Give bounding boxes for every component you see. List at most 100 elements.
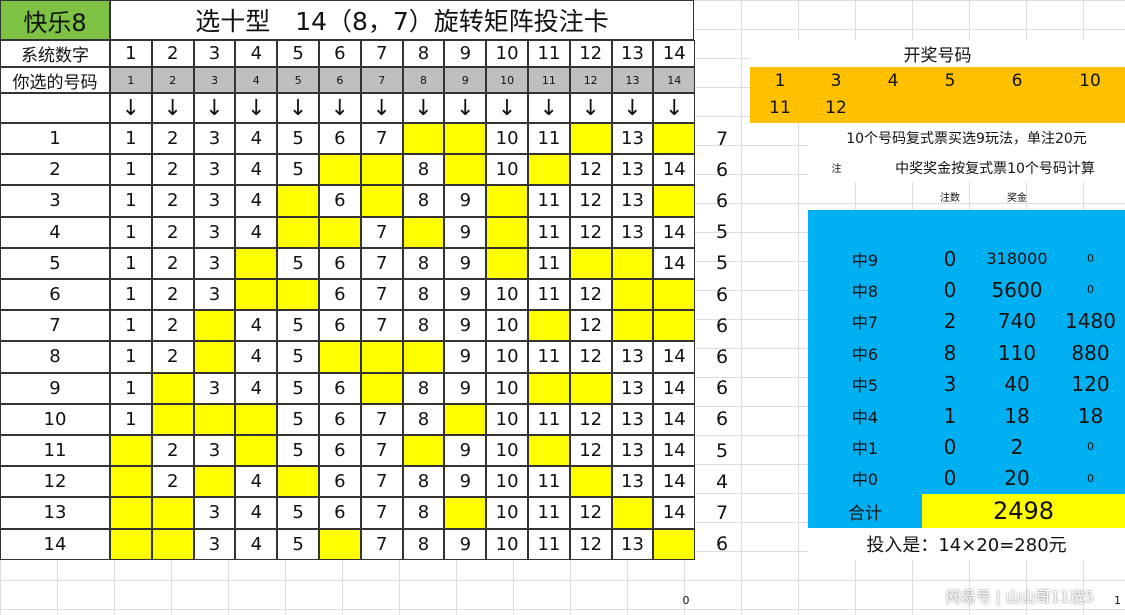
highlight-cell [528, 435, 570, 467]
prize-total: 1480 [1065, 309, 1116, 334]
chosen-number: 11 [528, 67, 570, 93]
matrix-cell: 13 [611, 435, 654, 467]
prize-total: 0 [1087, 471, 1094, 485]
investment-text: 投入是：14×20=280元 [808, 528, 1125, 560]
matrix-cell: 3 [193, 216, 236, 248]
row-number: 3 [0, 185, 110, 217]
row-number: 5 [0, 247, 110, 279]
highlight-cell [444, 497, 487, 529]
highlight-cell [653, 279, 696, 311]
highlight-cell [444, 403, 487, 435]
matrix-cell: 5 [277, 310, 319, 342]
row-number: 1 [0, 123, 110, 155]
down-arrow-icon: ↓ [110, 93, 152, 123]
matrix-cell: 14 [653, 466, 696, 498]
prize-count: 0 [943, 277, 957, 302]
matrix-cell: 14 [653, 216, 696, 248]
matrix-cell: 2 [151, 216, 194, 248]
prize-level: 中1 [851, 438, 879, 458]
highlight-cell [319, 341, 361, 373]
prize-total: 880 [1071, 340, 1110, 365]
arrow-row-label [0, 93, 110, 123]
matrix-cell: 5 [277, 403, 319, 435]
system-digit: 11 [528, 40, 570, 67]
matrix-cell: 6 [319, 310, 361, 342]
highlight-cell [653, 310, 696, 342]
matrix-cell: 14 [653, 247, 696, 279]
matrix-cell: 4 [235, 497, 278, 529]
matrix-cell: 14 [653, 497, 696, 529]
prize-header: 奖金 [1007, 192, 1027, 204]
matrix-cell: 4 [235, 466, 278, 498]
matrix-cell: 4 [235, 185, 278, 217]
draw-title: 开奖号码 [750, 40, 1125, 67]
chosen-number: 2 [151, 67, 194, 93]
matrix-cell: 10 [486, 341, 528, 373]
hit-count: 7 [715, 127, 729, 150]
highlight-cell [611, 310, 654, 342]
draw-number: 5 [944, 70, 956, 91]
matrix-cell: 1 [110, 185, 152, 217]
draw-number: 4 [887, 70, 899, 91]
matrix-cell: 5 [277, 497, 319, 529]
prize-note: 中奖奖金按复式票10个号码计算 [865, 153, 1125, 182]
matrix-cell: 12 [569, 310, 612, 342]
chosen-number: 9 [444, 67, 487, 93]
highlight-cell [319, 528, 361, 560]
logo-cell: 快乐8 [0, 0, 110, 40]
row-number: 2 [0, 154, 110, 186]
matrix-cell: 11 [528, 123, 570, 155]
matrix-cell: 4 [235, 216, 278, 248]
highlight-cell [193, 310, 236, 342]
matrix-cell: 12 [569, 528, 612, 560]
page-number-right: 1 [1114, 593, 1121, 607]
highlight-cell [486, 216, 528, 248]
highlight-cell [360, 372, 403, 404]
matrix-cell: 9 [444, 185, 487, 217]
down-arrow-icon: ↓ [193, 93, 236, 123]
highlight-cell [611, 497, 654, 529]
matrix-cell: 12 [569, 216, 612, 248]
row-number: 9 [0, 372, 110, 404]
matrix-cell: 9 [444, 528, 487, 560]
highlight-cell [653, 528, 696, 560]
highlight-cell [277, 466, 319, 498]
row-number: 14 [0, 528, 110, 560]
matrix-cell: 12 [569, 185, 612, 217]
matrix-cell: 3 [193, 528, 236, 560]
matrix-cell: 5 [277, 247, 319, 279]
matrix-cell: 13 [611, 372, 654, 404]
highlight-cell [444, 123, 487, 155]
matrix-cell: 7 [360, 123, 403, 155]
matrix-cell: 13 [611, 341, 654, 373]
matrix-cell: 3 [193, 279, 236, 311]
matrix-cell: 7 [360, 435, 403, 467]
matrix-cell: 4 [235, 341, 278, 373]
matrix-cell: 4 [235, 528, 278, 560]
row-number: 4 [0, 216, 110, 248]
matrix-cell: 2 [151, 341, 194, 373]
highlight-cell [486, 185, 528, 217]
matrix-cell: 8 [402, 497, 445, 529]
highlight-cell [235, 403, 278, 435]
system-digit: 8 [402, 40, 445, 67]
matrix-cell: 11 [528, 279, 570, 311]
prize-count: 0 [943, 466, 957, 491]
prize-count: 1 [943, 403, 957, 428]
matrix-cell: 3 [193, 123, 236, 155]
matrix-cell: 8 [402, 279, 445, 311]
matrix-cell: 6 [319, 372, 361, 404]
row-number: 8 [0, 341, 110, 373]
highlight-cell [277, 185, 319, 217]
matrix-cell: 8 [402, 466, 445, 498]
matrix-cell: 7 [360, 466, 403, 498]
highlight-cell [528, 310, 570, 342]
chosen-number: 14 [653, 67, 696, 93]
down-arrow-icon: ↓ [235, 93, 278, 123]
down-arrow-icon: ↓ [151, 93, 194, 123]
highlight-cell [235, 247, 278, 279]
matrix-cell: 4 [235, 372, 278, 404]
matrix-cell: 12 [569, 154, 612, 186]
draw-number: 12 [825, 97, 847, 118]
matrix-cell: 4 [235, 310, 278, 342]
